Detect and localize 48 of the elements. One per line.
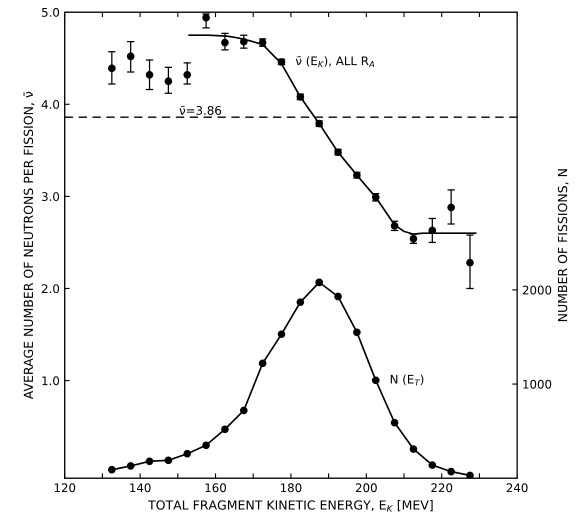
- point: [296, 298, 304, 306]
- point: [221, 425, 229, 434]
- y2-tick-label: 2000: [522, 286, 552, 295]
- point: [315, 278, 324, 286]
- point: [126, 462, 135, 470]
- point: [410, 445, 418, 453]
- y2-tick-label: 1000: [523, 380, 552, 389]
- x-tick-label: 240: [506, 483, 528, 492]
- point: [146, 457, 154, 466]
- point: [278, 330, 286, 338]
- x-axis-title: TOTAL FRAGMENT KINETIC ENERGY, E$_{K}$ [MEV]: [148, 500, 433, 512]
- point: [202, 441, 210, 450]
- point: [164, 456, 172, 464]
- point: [108, 466, 116, 474]
- y-axis-title: AVERAGE NUMBER OF NEUTRONS PER FISSION, ν̄: [24, 92, 34, 400]
- point: [183, 450, 192, 458]
- x-tick-label: 140: [130, 483, 151, 492]
- point: [466, 472, 474, 478]
- point: [353, 328, 361, 336]
- x-tick-label: 160: [206, 483, 226, 492]
- series-label: ν̄ (E$_{K}$), ALL R$_{A}$: [296, 56, 374, 68]
- y-tick-label: 1.0: [42, 376, 60, 386]
- point: [146, 70, 154, 79]
- point: [447, 468, 455, 476]
- series-label: N (E$_{T}$): [390, 374, 424, 386]
- point: [466, 258, 474, 267]
- x-tick-label: 220: [431, 483, 452, 492]
- y2-axis-title: NUMBER OF FISSIONS, N: [558, 169, 569, 322]
- point: [372, 376, 380, 384]
- point: [108, 64, 116, 72]
- point: [258, 360, 266, 368]
- point: [428, 461, 436, 469]
- point: [183, 70, 192, 79]
- y-tick-label: 5.0: [42, 8, 60, 17]
- ref-line-label: ν̄=3.86: [179, 106, 222, 115]
- y-tick-label: 2.0: [42, 284, 60, 294]
- point: [390, 418, 398, 426]
- y-tick-label: 3.0: [42, 192, 60, 202]
- point: [334, 292, 342, 300]
- x-tick-label: 180: [280, 483, 302, 492]
- point: [240, 406, 248, 414]
- point: [447, 204, 455, 212]
- point: [164, 77, 172, 86]
- point: [221, 38, 229, 46]
- x-tick-label: 120: [54, 483, 76, 492]
- y-tick-label: 4.0: [42, 100, 60, 109]
- point: [126, 52, 135, 60]
- x-tick-label: 200: [356, 483, 377, 492]
